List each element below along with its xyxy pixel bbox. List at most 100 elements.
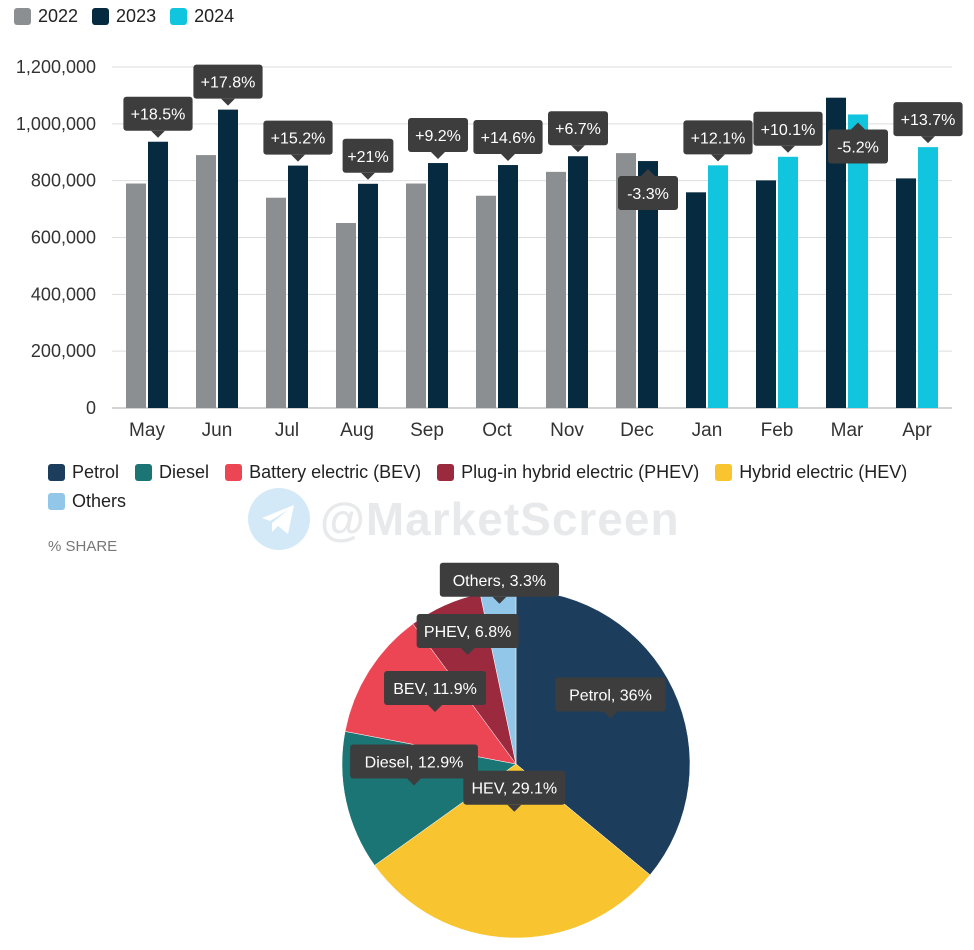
legend-swatch xyxy=(92,8,110,25)
change-label-nov: +6.7% xyxy=(548,111,608,153)
bar-mar-2024[interactable] xyxy=(848,114,868,408)
legend-item-2023[interactable]: 2023 xyxy=(92,6,156,27)
change-label-text: +17.8% xyxy=(201,75,256,92)
bar-jul-2023[interactable] xyxy=(288,165,308,408)
legend-item-petrol[interactable]: Petrol xyxy=(48,462,119,483)
pie-chart-title: % SHARE xyxy=(48,538,118,555)
pie-label-box xyxy=(439,562,560,597)
pie-label-box xyxy=(463,770,566,805)
pie-slice-hev[interactable] xyxy=(374,763,651,939)
change-label-oct: +14.6% xyxy=(473,120,543,162)
pie-label-pointer xyxy=(407,778,422,786)
legend-item-plug-in-hybrid-electric-phev[interactable]: Plug-in hybrid electric (PHEV) xyxy=(437,462,699,483)
change-label-text: +15.2% xyxy=(271,131,326,148)
change-label-text: +21% xyxy=(347,149,388,166)
pie-label-hev: HEV, 29.1% xyxy=(463,770,566,812)
change-label-pointer xyxy=(431,152,445,160)
telegram-icon xyxy=(248,488,310,550)
pie-label-text: HEV, 29.1% xyxy=(471,781,557,798)
bar-aug-2023[interactable] xyxy=(358,183,378,408)
legend-swatch xyxy=(48,493,65,510)
legend-label: Diesel xyxy=(159,462,210,482)
change-label-aug: +21% xyxy=(342,138,394,180)
y-tick-label: 400,000 xyxy=(31,284,96,304)
bar-dec-2022[interactable] xyxy=(616,153,636,408)
change-label-text: +10.1% xyxy=(761,122,816,139)
x-tick-label: May xyxy=(129,420,165,441)
pie-label-pointer xyxy=(507,804,522,812)
change-label-box xyxy=(753,111,823,146)
change-label-pointer xyxy=(921,136,935,144)
bar-jan-2024[interactable] xyxy=(708,165,728,408)
change-label-text: +14.6% xyxy=(481,130,536,147)
bar-may-2023[interactable] xyxy=(148,141,168,408)
bar-nov-2023[interactable] xyxy=(568,156,588,408)
legend-item-others[interactable]: Others xyxy=(48,491,126,512)
x-tick-label: Dec xyxy=(620,420,654,441)
x-tick-label: Aug xyxy=(340,420,374,441)
change-label-sep: +9.2% xyxy=(408,118,468,160)
y-tick-label: 200,000 xyxy=(31,341,96,361)
legend-label: Others xyxy=(72,491,127,511)
bar-jan-2023[interactable] xyxy=(686,192,706,408)
y-tick-label: 600,000 xyxy=(31,228,96,248)
change-label-box xyxy=(408,118,468,153)
pie-label-petrol: Petrol, 36% xyxy=(555,677,666,719)
bar-oct-2023[interactable] xyxy=(498,165,518,408)
pie-label-bev: BEV, 11.9% xyxy=(384,670,487,712)
change-label-pointer xyxy=(501,154,515,162)
bar-feb-2024[interactable] xyxy=(778,156,798,408)
change-label-box xyxy=(342,138,394,173)
change-label-box xyxy=(828,129,888,164)
legend-label: Hybrid electric (HEV) xyxy=(739,462,908,482)
legend-item-hybrid-electric-hev[interactable]: Hybrid electric (HEV) xyxy=(715,462,907,483)
bar-jun-2023[interactable] xyxy=(218,109,238,408)
change-label-box xyxy=(548,111,608,146)
legend-item-2022[interactable]: 2022 xyxy=(14,6,78,27)
bar-oct-2022[interactable] xyxy=(476,195,496,408)
x-tick-label: Nov xyxy=(550,420,584,441)
bar-mar-2023[interactable] xyxy=(826,97,846,408)
pie-label-text: Petrol, 36% xyxy=(569,688,652,705)
bar-feb-2023[interactable] xyxy=(756,180,776,408)
x-tick-label: Sep xyxy=(410,420,444,441)
bar-apr-2024[interactable] xyxy=(918,147,938,408)
change-label-box xyxy=(473,120,543,155)
bar-aug-2022[interactable] xyxy=(336,223,356,408)
bar-jul-2022[interactable] xyxy=(266,197,286,408)
change-label-box xyxy=(193,64,263,99)
legend-swatch xyxy=(437,464,455,481)
watermark: @MarketScreen xyxy=(248,488,680,550)
legend-item-2024[interactable]: 2024 xyxy=(170,6,234,27)
bar-sep-2022[interactable] xyxy=(406,183,426,408)
change-label-text: +13.7% xyxy=(901,112,956,129)
legend-item-battery-electric-bev[interactable]: Battery electric (BEV) xyxy=(225,462,421,483)
x-tick-label: Feb xyxy=(761,420,794,441)
watermark-text: @MarketScreen xyxy=(320,493,680,545)
change-label-box xyxy=(683,120,753,155)
change-label-text: +18.5% xyxy=(131,107,186,124)
x-tick-label: Jun xyxy=(202,420,233,441)
pie-slice-petrol[interactable] xyxy=(515,589,691,876)
bar-sep-2023[interactable] xyxy=(428,163,448,408)
bar-dec-2023[interactable] xyxy=(638,161,658,408)
bar-chart-legend: 2022 2023 2024 xyxy=(14,6,234,27)
legend-item-diesel[interactable]: Diesel xyxy=(135,462,209,483)
legend-swatch xyxy=(14,8,31,25)
change-label-box xyxy=(123,96,193,131)
bar-nov-2022[interactable] xyxy=(546,171,566,408)
pie-label-pointer xyxy=(428,704,443,712)
change-label-pointer xyxy=(361,172,375,180)
change-label-jun: +17.8% xyxy=(193,64,263,106)
legend-label: 2022 xyxy=(38,6,79,26)
pie-label-pointer xyxy=(460,648,475,656)
x-tick-label: Jan xyxy=(692,420,723,441)
x-tick-label: Apr xyxy=(902,420,932,441)
x-tick-label: Jul xyxy=(275,420,299,441)
bar-apr-2023[interactable] xyxy=(896,178,916,408)
change-label-apr: +13.7% xyxy=(893,102,963,144)
bar-may-2022[interactable] xyxy=(126,183,146,408)
change-label-jan: +12.1% xyxy=(683,120,753,162)
bar-jun-2022[interactable] xyxy=(196,155,216,408)
bar-chart: 0 200,000 400,000 600,000 800,000 1,000,000 1,… xyxy=(16,57,963,441)
